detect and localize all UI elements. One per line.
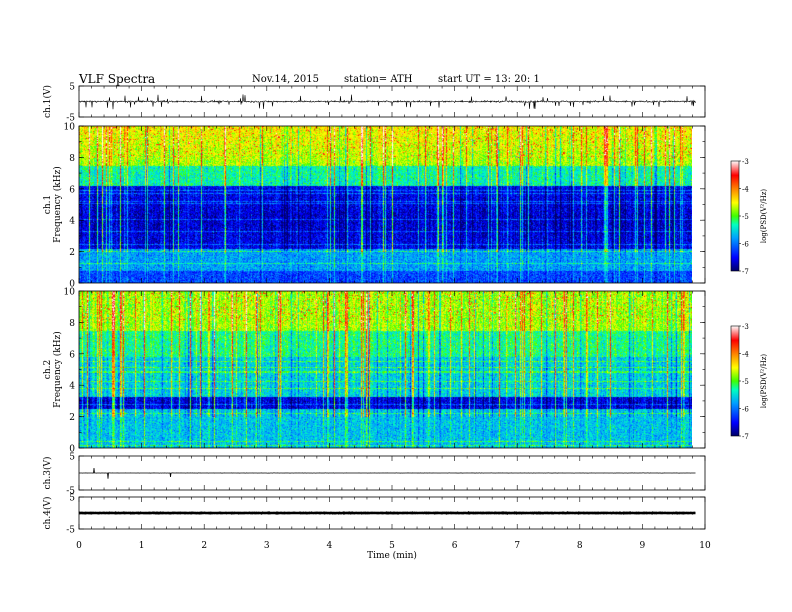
spectrogram-ch2-colorbar: [730, 325, 740, 437]
waveform-ch4-ytick-label: -5: [66, 526, 75, 536]
spectrogram-ch2-ytick-label: 6: [69, 350, 75, 360]
x-tick-label: 9: [640, 541, 646, 551]
spectrogram-ch1-ytick-label: 10: [64, 123, 76, 133]
spectrogram-ch2-colorbar-tick-label: -4: [742, 351, 749, 359]
x-tick-label: 3: [264, 541, 270, 551]
spectrogram-ch2-colorbar-tick-label: -7: [742, 433, 749, 441]
spectrogram-ch1-colorbar-label: log(PSD(V²/Hz): [760, 189, 768, 244]
x-tick-label: 2: [201, 541, 207, 551]
spectrogram-ch1-colorbar-tick-label: -3: [742, 158, 749, 166]
x-tick-label: 6: [452, 541, 458, 551]
x-axis-label: Time (min): [367, 550, 417, 561]
spectrogram-ch1-ytick-label: 2: [69, 248, 75, 258]
waveform-ch1-ytick-label: -5: [66, 114, 75, 124]
waveform-ch3-trace: [79, 467, 696, 479]
waveform-ch1-trace: [78, 94, 696, 110]
spectrogram-ch1-colorbar-tick-label: -6: [742, 241, 749, 249]
spectrogram-ch1-colorbar-tick-label: -4: [742, 186, 749, 194]
date-label: Nov.14, 2015: [252, 74, 319, 85]
spectrogram-ch2-ytick-label: 4: [69, 382, 75, 392]
x-tick-label: 8: [577, 541, 583, 551]
x-tick-label: 0: [76, 541, 82, 551]
spectrogram-ch1-ylabel: Frequency (kHz): [52, 166, 63, 243]
waveform-ch4-trace: [78, 511, 696, 515]
waveform-ch3-ylabel: ch.3(V): [42, 457, 53, 490]
spectrogram-ch1-colorbar-tick-label: -7: [742, 268, 749, 276]
waveform-ch3-ytick-label: 5: [69, 453, 75, 463]
spectrogram-ch2-ylabel: Frequency (kHz): [52, 331, 63, 408]
spectrogram-ch2-channel-label: ch.2: [43, 360, 53, 379]
spectrogram-ch2-colorbar-label: log(PSD(V²/Hz): [760, 354, 768, 409]
x-tick-label: 1: [139, 541, 145, 551]
spectrogram-ch2-ytick-label: 10: [64, 288, 76, 298]
spectrogram-ch1-ytick-label: 8: [69, 154, 75, 164]
spectrogram-ch1-ytick-label: 4: [69, 217, 75, 227]
spectrogram-ch1-ytick-label: 6: [69, 185, 75, 195]
spectrogram-ch2-colorbar-tick-label: -5: [742, 378, 749, 386]
x-tick-label: 4: [327, 541, 333, 551]
spectrogram-ch2-colorbar-tick-label: -6: [742, 406, 749, 414]
station-label: station= ATH: [344, 74, 413, 85]
spectrogram-ch2-ytick-label: 2: [69, 413, 75, 423]
waveform-ch4-ytick-label: 5: [69, 494, 75, 504]
waveform-ch1-ylabel: ch.1(V): [42, 85, 53, 118]
waveform-ch1-ytick-label: 5: [69, 83, 75, 93]
waveform-ch4-ylabel: ch.4(V): [42, 497, 53, 530]
x-tick-label: 10: [699, 541, 711, 551]
waveform-ch3-ytick-label: -5: [66, 487, 75, 497]
x-tick-label: 7: [514, 541, 520, 551]
start-time-label: start UT = 13: 20: 1: [438, 74, 540, 85]
x-tick-label: 5: [389, 541, 395, 551]
spectrogram-ch2-ytick-label: 0: [69, 445, 75, 455]
spectrogram-ch1-colorbar: [730, 160, 740, 272]
spectrogram-ch1-ytick-label: 0: [69, 280, 75, 290]
spectrogram-ch1-image: [79, 126, 692, 283]
spectrogram-ch1-channel-label: ch.1: [43, 195, 53, 214]
spectrogram-ch1-colorbar-tick-label: -5: [742, 213, 749, 221]
spectrogram-ch2-ytick-label: 8: [69, 319, 75, 329]
spectrogram-ch2-colorbar-tick-label: -3: [742, 323, 749, 331]
figure-title: VLF Spectra: [79, 72, 156, 86]
spectrogram-ch2-image: [79, 291, 692, 448]
